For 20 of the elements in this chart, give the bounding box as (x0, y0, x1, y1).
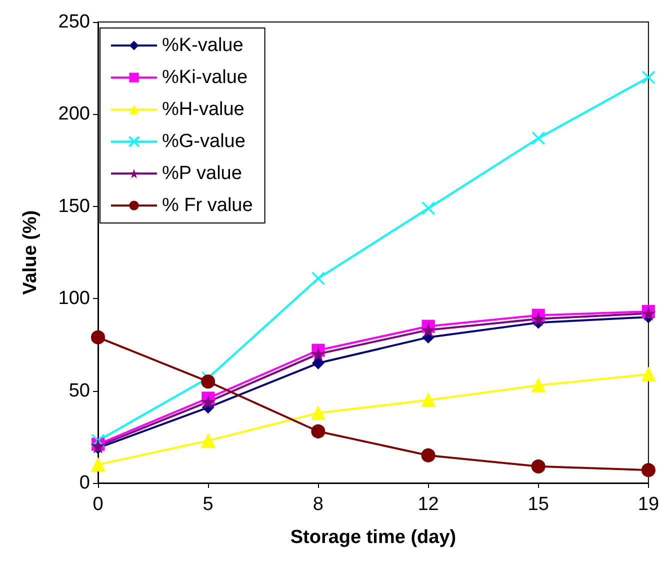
x-tick-label: 8 (312, 494, 324, 515)
y-tick-label: 50 (68, 380, 90, 402)
x-tick-label: 5 (202, 494, 214, 515)
legend-label: %H-value (162, 99, 244, 120)
x-tick-label: 12 (418, 494, 439, 515)
x-tick-label: 19 (638, 494, 660, 515)
legend-label: % Fr value (162, 195, 253, 216)
y-tick-label: 100 (58, 288, 90, 310)
x-tick-label: 15 (528, 494, 549, 515)
y-tick-label: 150 (58, 196, 90, 217)
legend-label: %P value (162, 163, 242, 184)
legend-label: %G-value (162, 131, 246, 152)
legend-label: %K-value (162, 35, 244, 56)
x-tick-label: 0 (92, 494, 104, 515)
y-axis-title: Value (%) (20, 210, 41, 295)
legend-label: %Ki-value (162, 67, 248, 88)
y-tick-label: 200 (58, 104, 90, 125)
y-tick-label: 250 (58, 12, 90, 32)
x-axis-title: Storage time (day) (290, 527, 456, 548)
y-tick-label: 0 (79, 472, 90, 494)
